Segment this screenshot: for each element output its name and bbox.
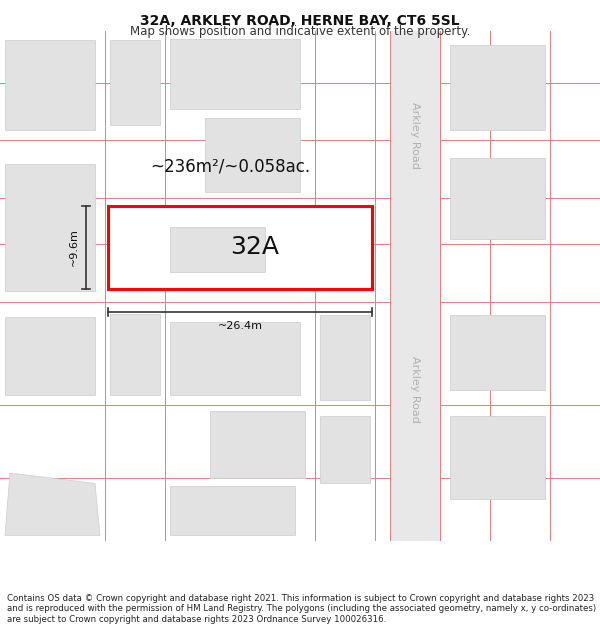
Bar <box>170 227 265 272</box>
Bar <box>390 31 440 541</box>
Text: ~26.4m: ~26.4m <box>218 321 263 331</box>
Text: ~236m²/~0.058ac.: ~236m²/~0.058ac. <box>150 158 310 176</box>
Bar <box>5 164 95 291</box>
Bar <box>320 416 370 484</box>
Text: Arkley Road: Arkley Road <box>410 356 420 423</box>
Bar <box>450 158 545 239</box>
Bar <box>205 118 300 192</box>
Text: Map shows position and indicative extent of the property.: Map shows position and indicative extent… <box>130 25 470 38</box>
Bar <box>5 39 95 130</box>
Bar <box>110 39 160 125</box>
Text: Contains OS data © Crown copyright and database right 2021. This information is : Contains OS data © Crown copyright and d… <box>7 594 596 624</box>
Bar <box>5 317 95 395</box>
Bar <box>450 416 545 499</box>
Text: Arkley Road: Arkley Road <box>410 102 420 169</box>
Bar <box>108 206 372 289</box>
Text: 32A, ARKLEY ROAD, HERNE BAY, CT6 5SL: 32A, ARKLEY ROAD, HERNE BAY, CT6 5SL <box>140 14 460 28</box>
Bar <box>450 45 545 130</box>
Bar <box>320 315 370 400</box>
Text: 32A: 32A <box>230 236 280 259</box>
Bar <box>170 486 295 536</box>
Bar <box>450 315 545 390</box>
Polygon shape <box>5 473 100 536</box>
Bar <box>170 322 300 395</box>
Bar <box>170 39 300 109</box>
Text: ~9.6m: ~9.6m <box>69 229 79 266</box>
Bar <box>210 411 305 478</box>
Bar <box>110 314 160 395</box>
